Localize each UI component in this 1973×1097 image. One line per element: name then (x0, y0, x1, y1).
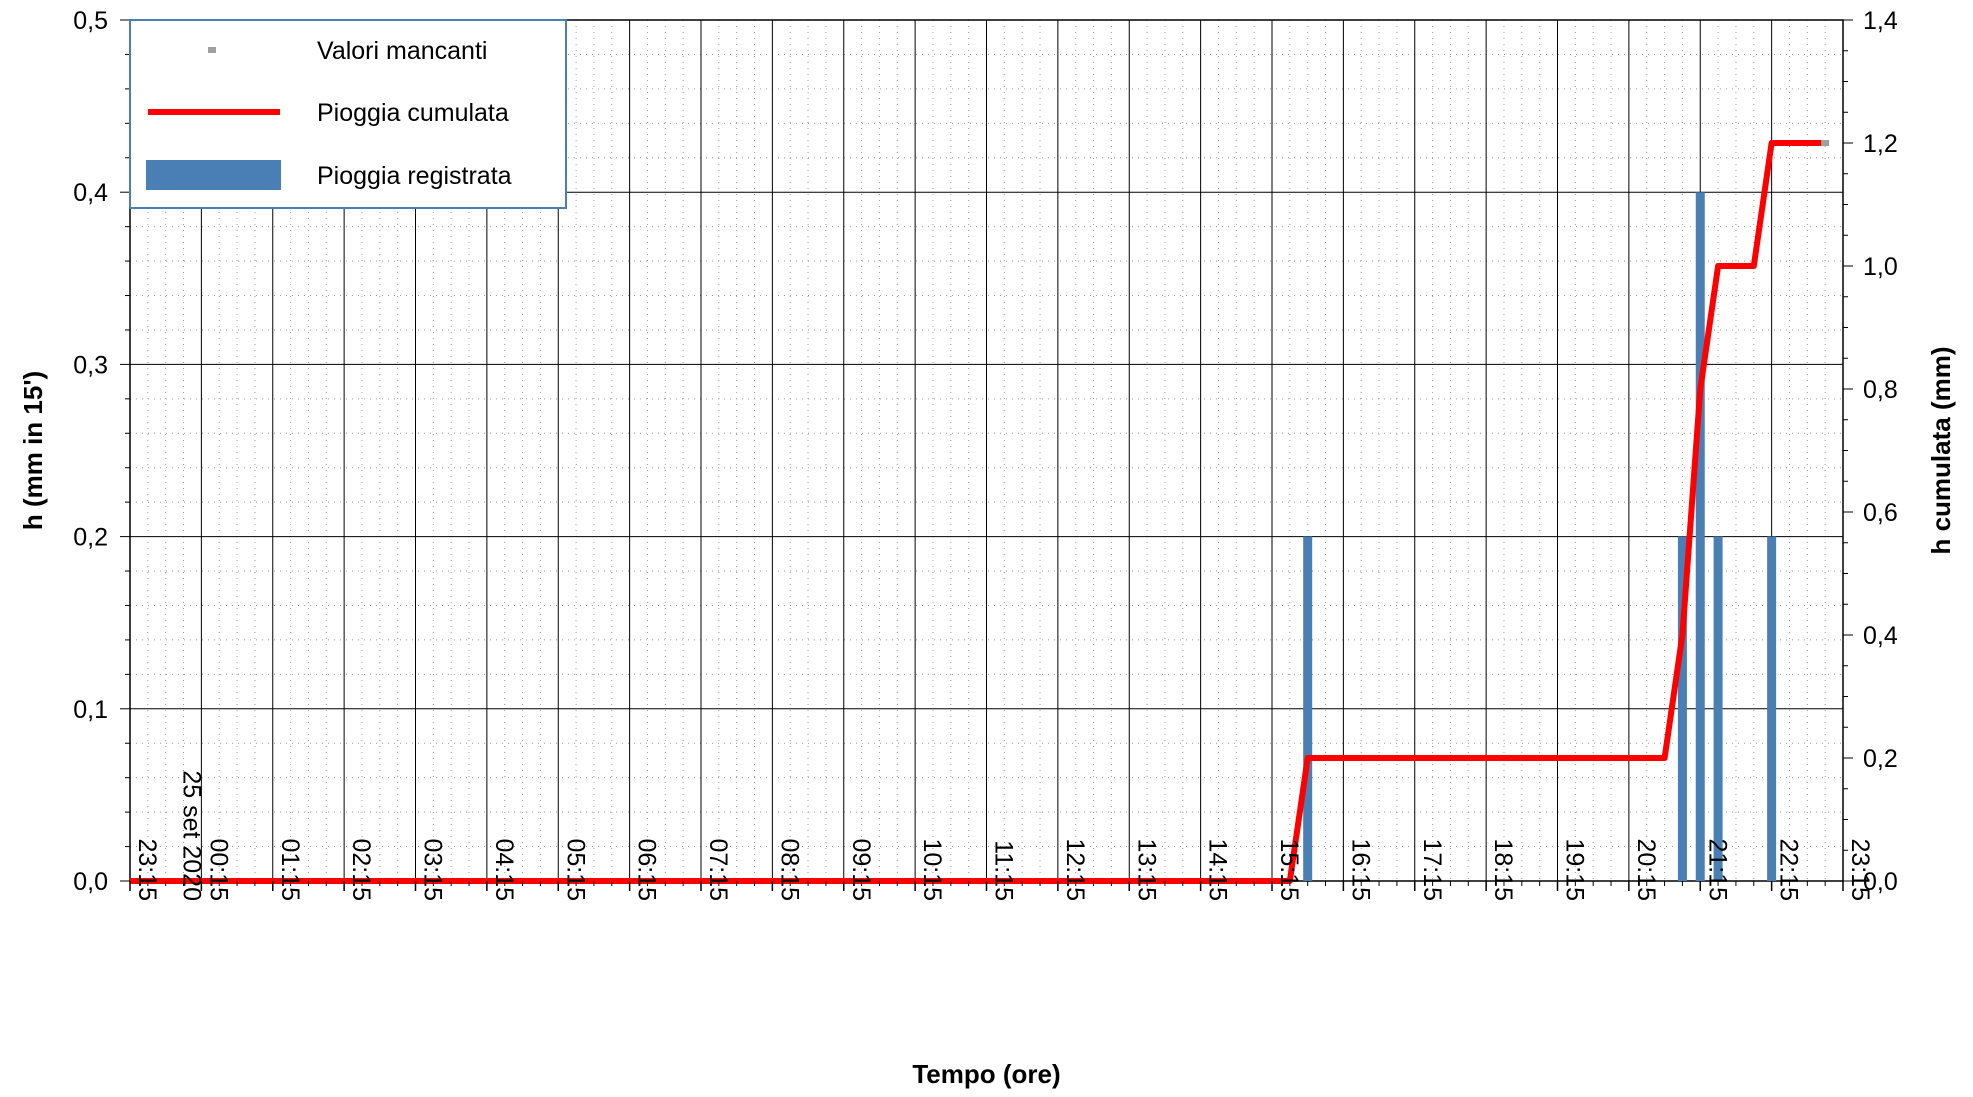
x-tick-labels: 23:15 00:15 01:15 02:15 03:15 04:15 05:15 06:15… (133, 838, 1874, 901)
left-y-tick-label: 0,5 (73, 7, 108, 35)
x-tick-label: 21:15 (1703, 838, 1731, 901)
rain-bar (1713, 536, 1723, 881)
legend-label-missing: Valori mancanti (317, 37, 487, 65)
right-y-tick-label: 1,4 (1863, 7, 1898, 35)
x-axis-title: Tempo (ore) (912, 1059, 1060, 1089)
x-tick-label: 05:15 (561, 838, 589, 901)
right-y-tick-label: 0,4 (1863, 622, 1898, 650)
right-y-axis-title: h cumulata (mm) (1926, 346, 1956, 554)
right-y-tick-label: 0,8 (1863, 376, 1898, 404)
right-y-tick-label: 0,0 (1863, 868, 1898, 896)
right-y-tick-label: 1,2 (1863, 130, 1898, 158)
missing-values-markers (1821, 140, 1830, 146)
missing-value-marker (1821, 140, 1830, 146)
rain-bars (1303, 192, 1777, 881)
x-tick-label: 22:15 (1775, 838, 1803, 901)
x-tick-label: 08:15 (775, 838, 803, 901)
right-y-tick-label: 0,2 (1863, 745, 1898, 773)
left-y-tick-label: 0,2 (73, 524, 108, 552)
x-tick-label: 01:15 (276, 838, 304, 901)
x-tick-label: 23:15 (1846, 838, 1874, 901)
axis-ticks (120, 19, 1853, 891)
legend-missing-marker (208, 47, 216, 53)
legend-label-cumulative: Pioggia cumulata (317, 99, 509, 127)
x-tick-label: 18:15 (1489, 838, 1517, 901)
right-y-tick-label: 1,0 (1863, 253, 1898, 281)
x-tick-label: 12:15 (1061, 838, 1089, 901)
x-tick-label: 14:15 (1204, 838, 1232, 901)
x-tick-label: 15:15 (1275, 838, 1303, 901)
rain-bar (1767, 536, 1777, 881)
x-tick-label: 02:15 (347, 838, 375, 901)
left-y-tick-labels: 0,0 0,1 0,2 0,3 0,4 0,5 (73, 7, 108, 896)
x-tick-label: 10:15 (918, 838, 946, 901)
right-y-tick-label: 0,6 (1863, 499, 1898, 527)
rain-bar (1695, 192, 1705, 881)
right-y-tick-labels: 0,0 0,2 0,4 0,6 0,8 1,0 1,2 1,4 (1863, 7, 1898, 896)
legend-bar-swatch (146, 160, 281, 190)
x-tick-label: 06:15 (633, 838, 661, 901)
x-tick-label: 04:15 (490, 838, 518, 901)
x-tick-label: 17:15 (1418, 838, 1446, 901)
rain-bar (1303, 536, 1313, 881)
x-tick-label: 11:15 (990, 840, 1018, 901)
x-tick-label: 09:15 (847, 838, 875, 901)
legend: Valori mancanti Pioggia cumulata Pioggia… (129, 19, 567, 209)
x-tick-label: 03:15 (419, 838, 447, 901)
left-y-axis-title: h (mm in 15') (18, 371, 48, 530)
left-y-tick-label: 0,1 (73, 696, 108, 724)
x-tick-label: 07:15 (704, 838, 732, 901)
x-tick-label: 13:15 (1132, 838, 1160, 901)
rain-bar (1677, 536, 1687, 881)
date-label: 25 set 2020 (177, 770, 205, 901)
x-tick-label: 23:15 (133, 838, 161, 901)
x-tick-label: 19:15 (1561, 838, 1589, 901)
left-y-tick-label: 0,4 (73, 179, 108, 207)
cumulative-line (130, 140, 1826, 884)
x-tick-label: 20:15 (1632, 838, 1660, 901)
x-tick-label: 16:15 (1346, 838, 1374, 901)
left-y-tick-label: 0,0 (73, 868, 108, 896)
x-tick-label: 00:15 (204, 838, 232, 901)
legend-label-recorded: Pioggia registrata (317, 162, 512, 190)
cumulative-line-path (130, 140, 1826, 884)
left-y-tick-label: 0,3 (73, 351, 108, 379)
